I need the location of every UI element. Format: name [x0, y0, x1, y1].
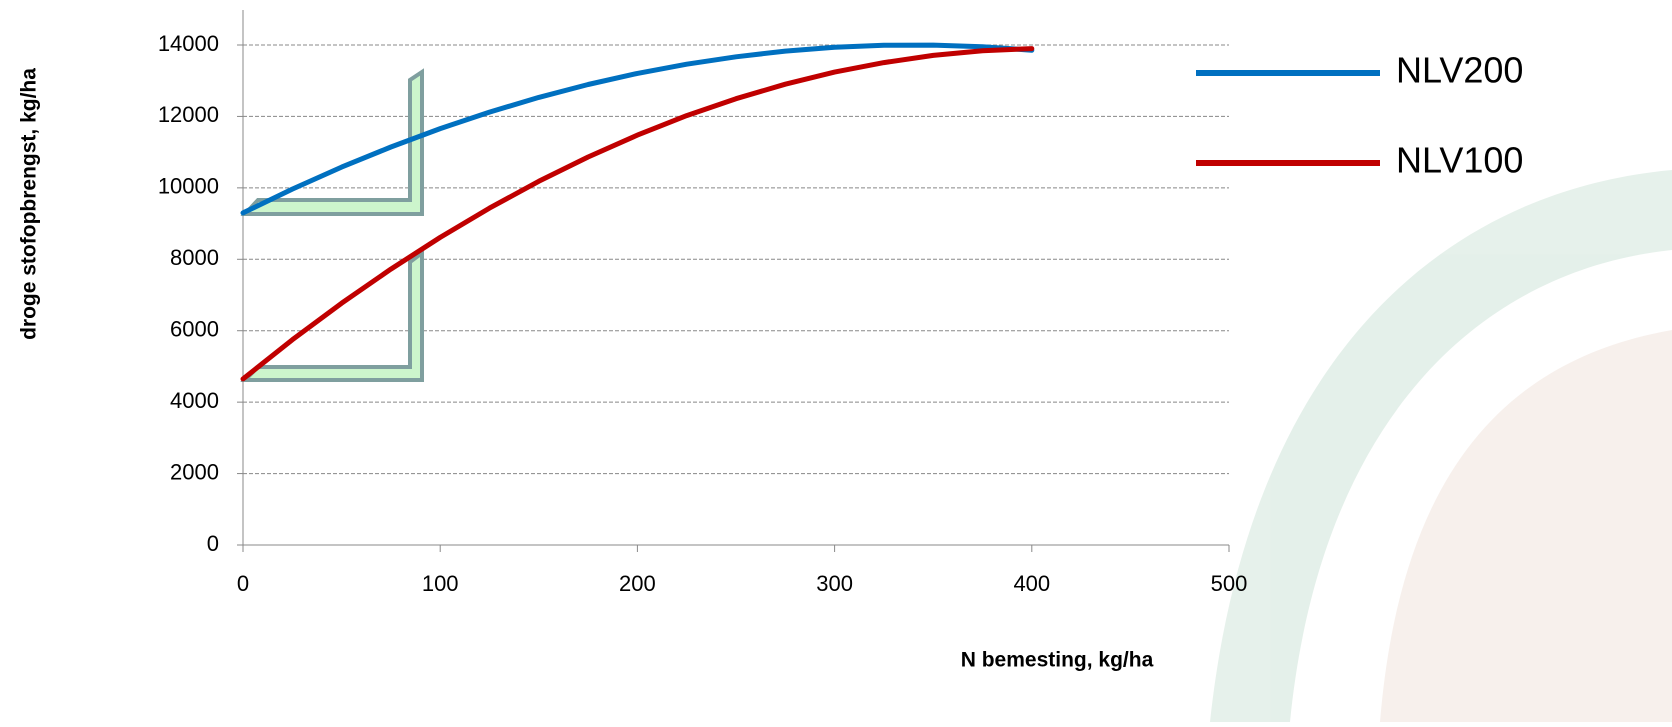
- x-tick-label: 500: [1211, 571, 1248, 596]
- series-lines: NLV200 NLV100: [243, 45, 1523, 379]
- y-tick-label: 6000: [170, 317, 219, 342]
- x-axis-title: N bemesting, kg/ha: [961, 649, 1154, 672]
- plot-area: 0 2000 4000 6000 8000 10000 12000 14000 0 100 200 3…: [158, 10, 1248, 596]
- y-tick-label: 14000: [158, 31, 219, 56]
- x-tick-label: 0: [237, 571, 249, 596]
- y-tick-label: 10000: [158, 174, 219, 199]
- x-tick-label: 200: [619, 571, 656, 596]
- y-axis-title: droge stofopbrengst, kg/ha: [18, 68, 41, 340]
- y-tick-label: 12000: [158, 102, 219, 127]
- background-logo: [1210, 170, 1672, 722]
- y-tick-label: 2000: [170, 459, 219, 484]
- x-tick-label: 100: [422, 571, 459, 596]
- annotation-step: [245, 253, 422, 380]
- x-tick-label: 300: [816, 571, 853, 596]
- series-line: [243, 45, 1032, 213]
- legend-label: NLV200: [1396, 50, 1523, 91]
- y-tick-label: 4000: [170, 388, 219, 413]
- y-tick-label: 8000: [170, 245, 219, 270]
- y-tick-label: 0: [207, 531, 219, 556]
- x-tick-label: 400: [1013, 571, 1050, 596]
- legend-label: NLV100: [1396, 140, 1523, 181]
- chart: droge stofopbrengst, kg/ha N bemesting, …: [0, 0, 1672, 722]
